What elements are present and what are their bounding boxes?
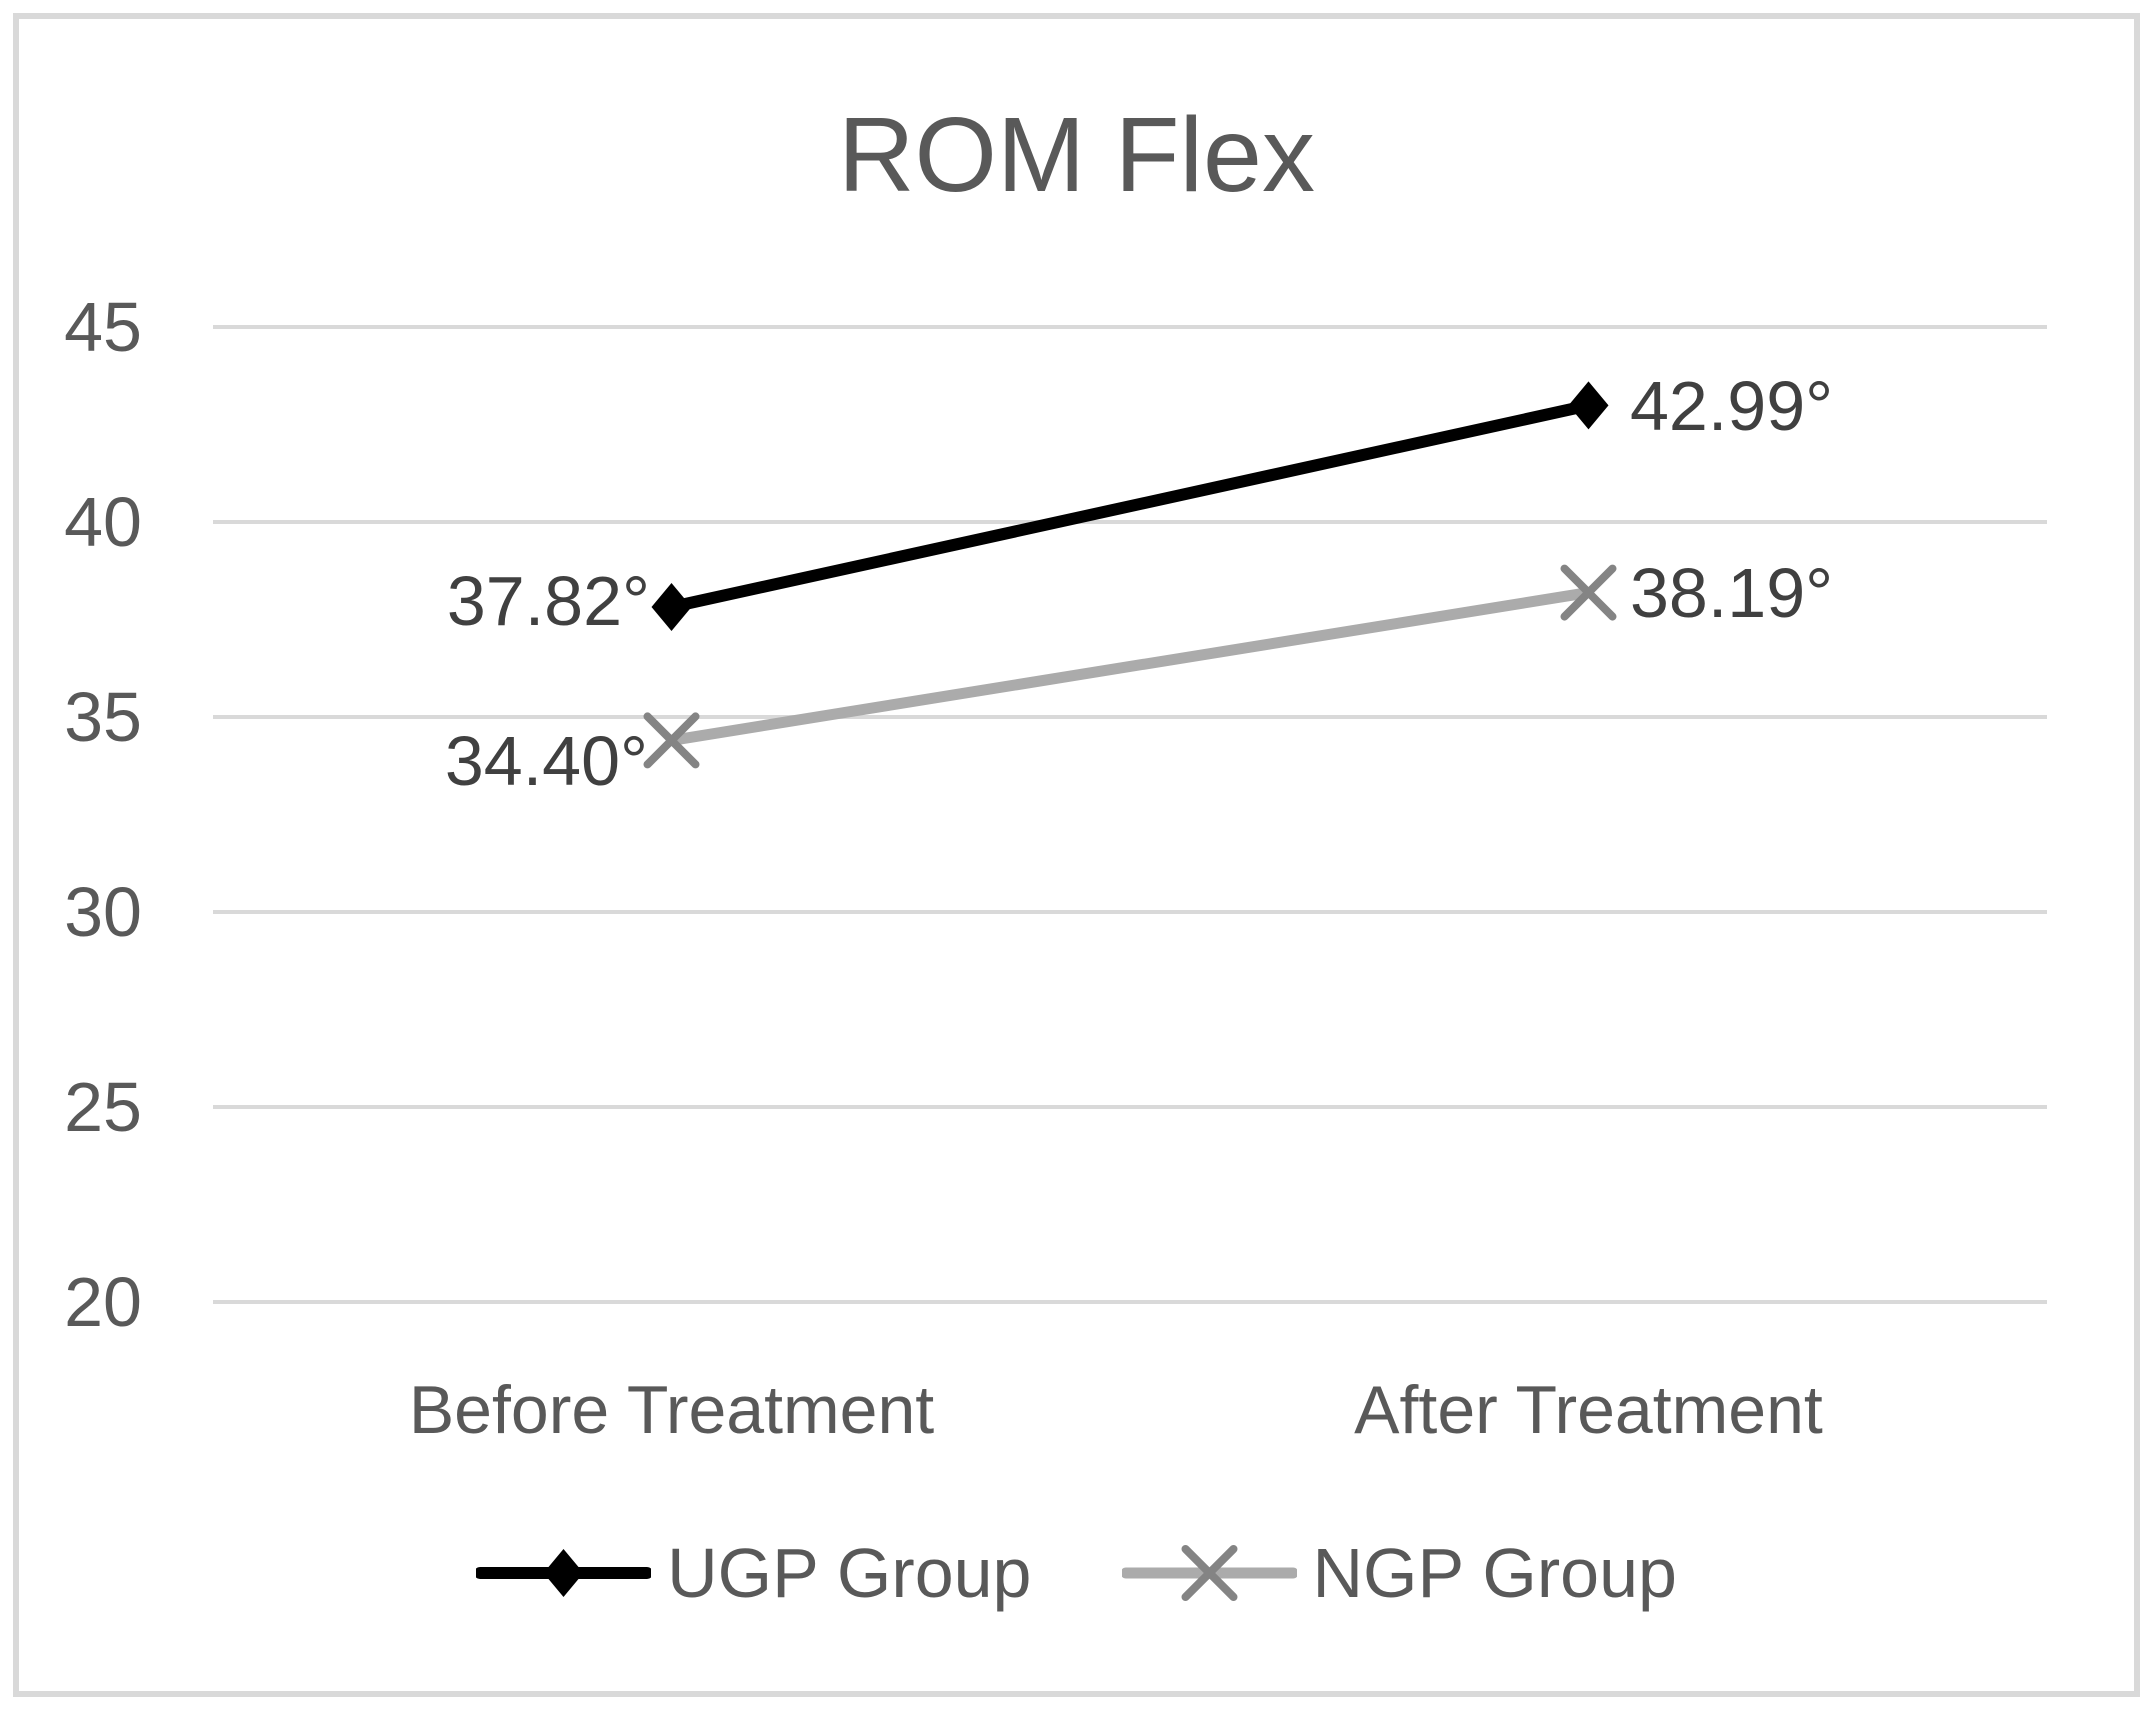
data-label: 34.40° — [444, 722, 648, 800]
legend-item-ngp-group: NGP Group — [1121, 1534, 1677, 1612]
x-category-label: After Treatment — [1354, 1372, 1823, 1448]
x-marker — [1560, 564, 1617, 621]
diamond-marker — [651, 583, 692, 632]
y-tick-label: 35 — [64, 678, 142, 756]
legend-swatch — [1121, 1545, 1297, 1601]
legend-label: NGP Group — [1312, 1534, 1677, 1612]
legend-label: UGP Group — [667, 1534, 1032, 1612]
y-tick-label: 30 — [64, 873, 142, 951]
data-label: 38.19° — [1630, 554, 1834, 632]
legend: UGP Group NGP Group — [0, 1537, 2153, 1609]
diamond-marker — [1568, 381, 1609, 430]
series-line-ugp-group — [665, 399, 1595, 614]
legend-swatch — [476, 1549, 652, 1597]
diamond-icon — [543, 1549, 584, 1597]
data-label: 37.82° — [446, 562, 650, 640]
y-tick-label: 25 — [64, 1068, 142, 1146]
data-label: 42.99° — [1630, 367, 1834, 445]
legend-item-ugp-group: UGP Group — [476, 1534, 1032, 1612]
chart-title: ROM Flex — [838, 96, 1315, 214]
y-tick-label: 40 — [64, 483, 142, 561]
y-tick-label: 20 — [64, 1263, 142, 1341]
y-tick-label: 45 — [64, 288, 142, 366]
x-marker — [643, 712, 700, 769]
x-icon — [1181, 1545, 1237, 1601]
series-line-ngp-group — [666, 587, 1594, 746]
x-category-label: Before Treatment — [408, 1372, 935, 1448]
